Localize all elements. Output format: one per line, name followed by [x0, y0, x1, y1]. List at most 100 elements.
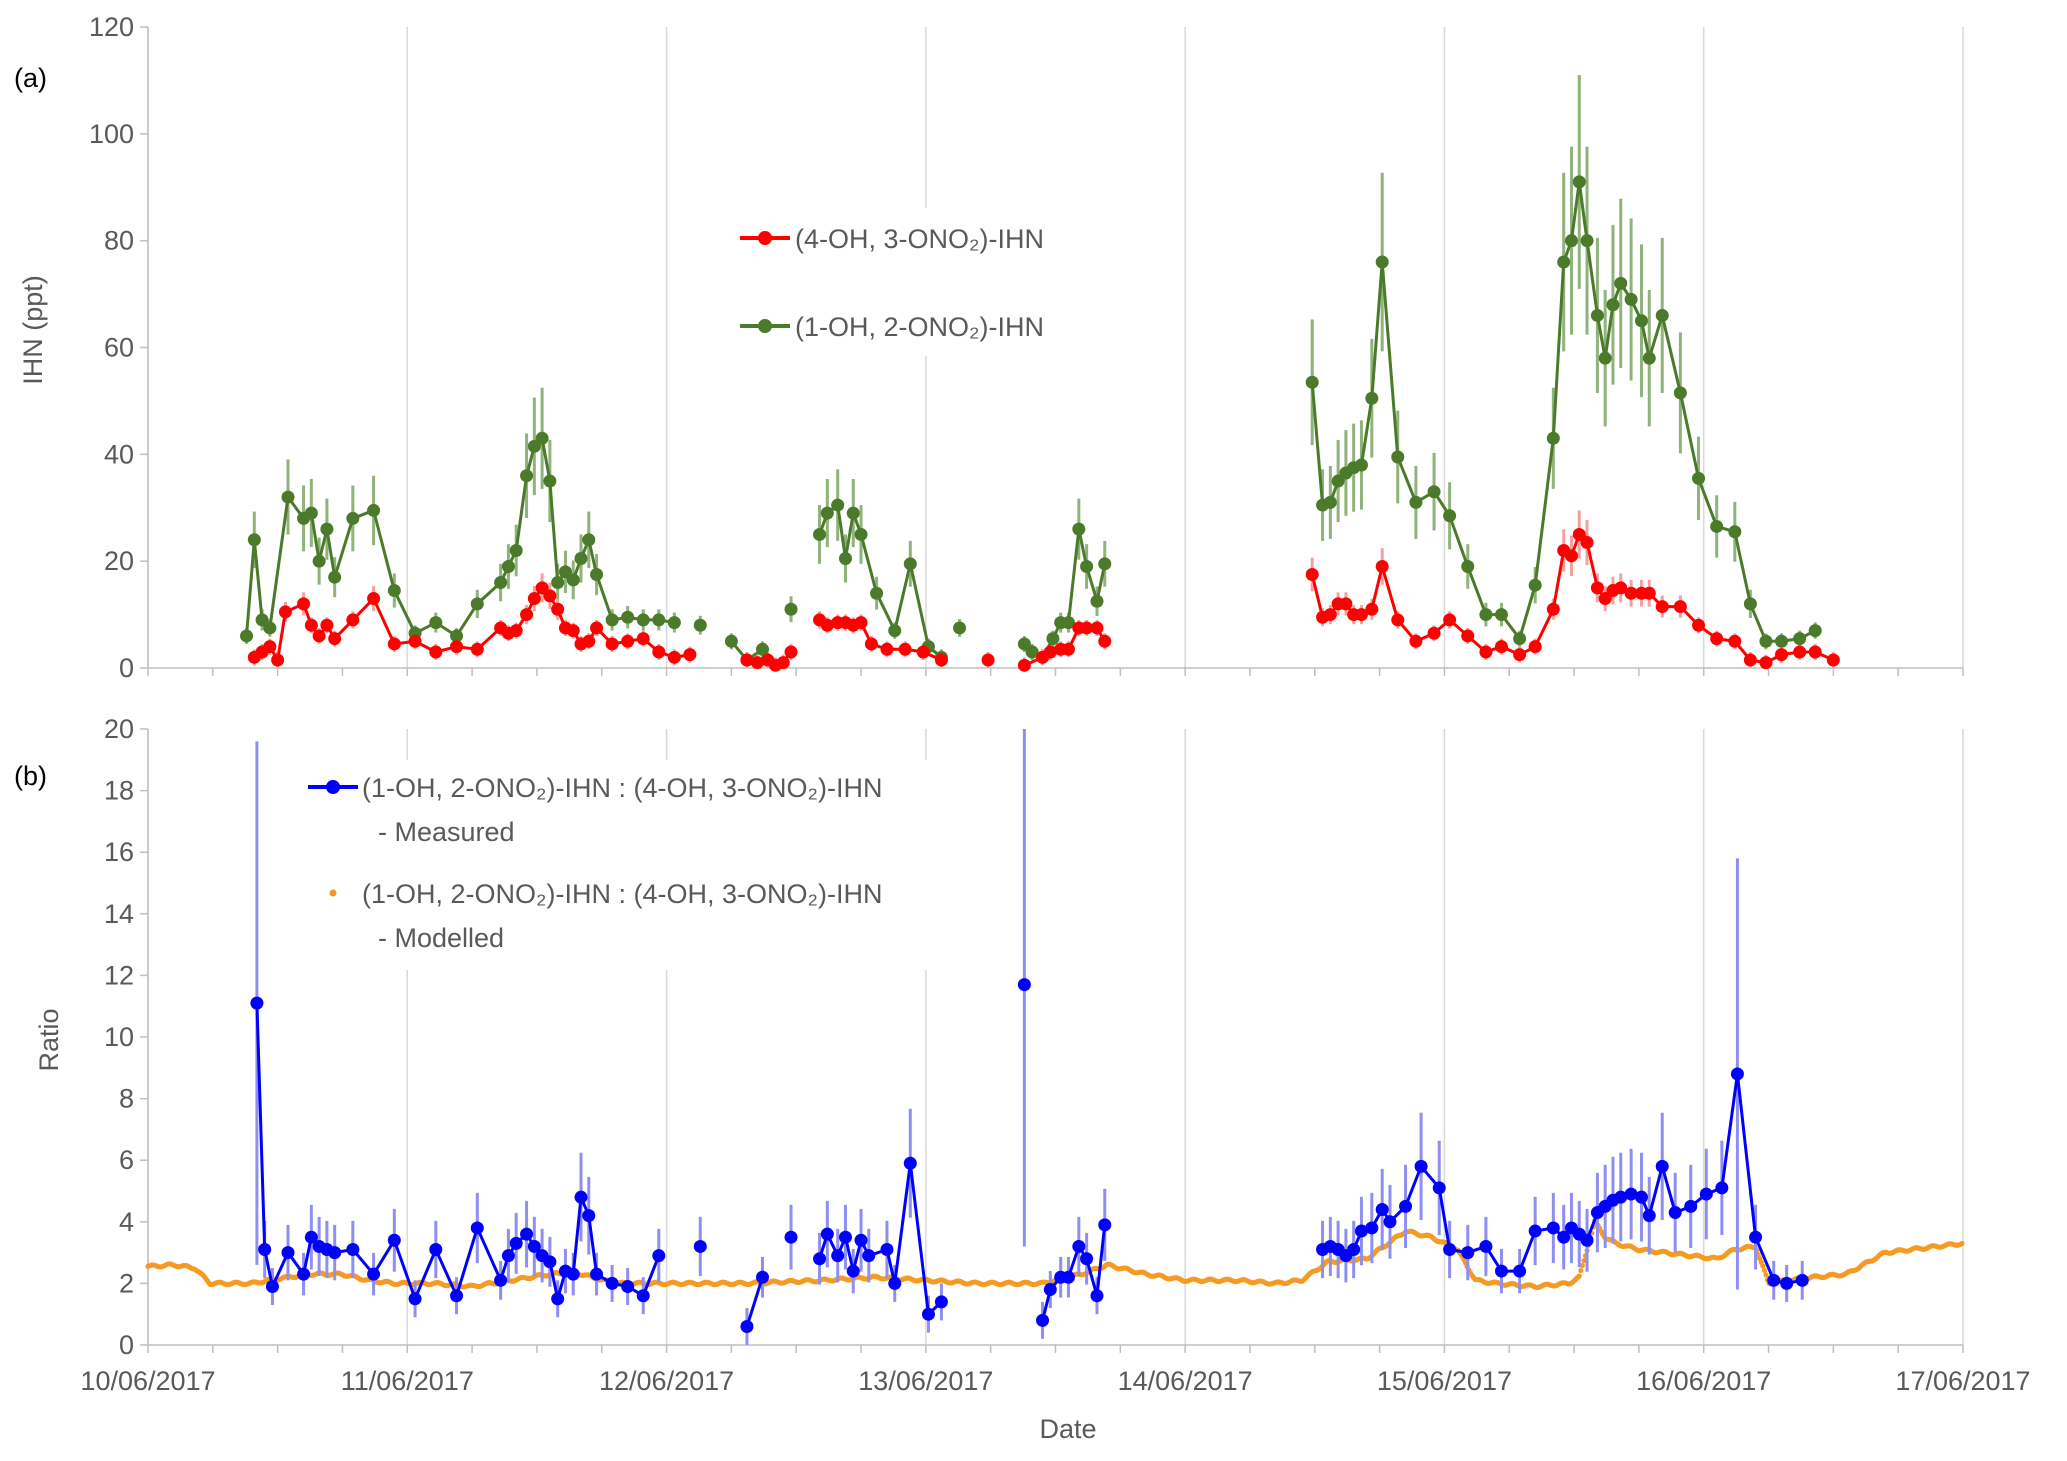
blue-data-point — [281, 1246, 295, 1260]
blue-data-point — [921, 1307, 935, 1321]
green-data-point — [1375, 255, 1389, 269]
green-data-point — [1808, 624, 1822, 638]
green-data-point — [387, 584, 401, 598]
legend-measured-label-line2: - Measured — [378, 817, 515, 847]
green-data-point — [1743, 597, 1757, 611]
red-data-point — [367, 592, 381, 606]
red-data-point — [1642, 586, 1656, 600]
blue-data-point — [328, 1246, 342, 1260]
green-data-point — [813, 527, 827, 541]
blue-data-point — [1432, 1181, 1446, 1195]
blue-data-point — [1715, 1181, 1729, 1195]
x-axis-label: Date — [1039, 1414, 1096, 1444]
blue-data-point — [854, 1233, 868, 1247]
blue-data-point — [1655, 1159, 1669, 1173]
red-data-point — [470, 642, 484, 656]
green-data-point — [1793, 632, 1807, 646]
red-data-point — [1365, 602, 1379, 616]
red-data-point — [1017, 658, 1031, 672]
blue-data-point — [1347, 1243, 1361, 1257]
blue-data-point — [1699, 1187, 1713, 1201]
green-data-point — [450, 629, 464, 643]
green-data-point — [1572, 175, 1586, 189]
panel-b-chart: 0 2 4 6 8 10 12 14 16 18 20 (b) Ratio (1-OH, 2-ONO… — [14, 714, 1965, 1360]
red-data-point — [551, 602, 565, 616]
red-data-point — [328, 632, 342, 646]
red-data-point — [784, 645, 798, 659]
blue-data-point — [636, 1289, 650, 1303]
blue-data-point — [1730, 1067, 1744, 1081]
blue-data-point — [346, 1243, 360, 1257]
green-data-point — [281, 490, 295, 504]
blue-data-point — [1375, 1202, 1389, 1216]
blue-data-point — [520, 1227, 534, 1241]
green-data-point — [263, 621, 277, 635]
red-data-point — [1090, 621, 1104, 635]
green-data-point — [831, 498, 845, 512]
red-data-point — [864, 637, 878, 651]
blue-data-point — [387, 1233, 401, 1247]
red-data-point — [1564, 549, 1578, 563]
red-data-point — [880, 642, 894, 656]
green-data-point — [429, 616, 443, 630]
red-data-point — [1528, 640, 1542, 654]
red-data-point — [304, 618, 318, 632]
green-data-point — [1759, 634, 1773, 648]
blue-data-point — [527, 1239, 541, 1253]
red-data-point — [1546, 602, 1560, 616]
blue-data-point — [813, 1252, 827, 1266]
blue-data-point — [566, 1267, 580, 1281]
blue-data-point — [880, 1243, 894, 1257]
green-data-point — [367, 503, 381, 517]
x-tick-label: 16/06/2017 — [1636, 1366, 1771, 1396]
green-data-point — [247, 533, 261, 547]
green-data-point — [1331, 474, 1345, 488]
blue-series-line — [255, 1003, 661, 1303]
green-data-point — [605, 613, 619, 627]
modelled-data-point — [1760, 1263, 1766, 1269]
green-data-point — [590, 568, 604, 582]
red-data-point — [1098, 634, 1112, 648]
blue-data-point — [846, 1264, 860, 1278]
x-tick-label: 11/06/2017 — [341, 1366, 474, 1396]
blue-data-point — [903, 1156, 917, 1170]
green-data-point — [1072, 522, 1086, 536]
legend-background — [295, 760, 985, 970]
green-data-point — [1598, 351, 1612, 365]
panel-b-y-tick-label: 6 — [119, 1145, 134, 1175]
legend-red-label: (4-OH, 3-ONO₂)-IHN — [795, 224, 1044, 254]
panel-b-y-tick-label: 20 — [104, 714, 134, 744]
red-data-point — [590, 621, 604, 635]
legend-measured-label-line1: (1-OH, 2-ONO₂)-IHN : (4-OH, 3-ONO₂)-IHN — [362, 773, 882, 803]
green-data-point — [1305, 375, 1319, 389]
red-data-point — [1655, 600, 1669, 614]
blue-data-point — [1546, 1221, 1560, 1235]
blue-data-point — [1780, 1276, 1794, 1290]
red-data-point — [278, 605, 292, 619]
red-data-point — [1673, 600, 1687, 614]
blue-data-point — [367, 1267, 381, 1281]
red-data-point — [1391, 613, 1405, 627]
panel-a-chart: 0 20 40 60 80 100 120 (a) IHN (ppt) (4-OH, 3-O… — [14, 12, 1964, 683]
red-data-point — [981, 653, 995, 667]
panel-b-y-tick-label: 0 — [119, 1330, 134, 1360]
green-data-point — [1080, 560, 1094, 574]
green-data-point — [582, 533, 596, 547]
red-data-point — [605, 637, 619, 651]
red-data-point — [1590, 581, 1604, 595]
modelled-data-point — [1576, 1273, 1582, 1279]
red-data-point — [1513, 648, 1527, 662]
blue-data-point — [1090, 1289, 1104, 1303]
red-data-point — [1808, 645, 1822, 659]
blue-data-point — [888, 1276, 902, 1290]
panel-a-y-tick-label: 20 — [104, 546, 134, 576]
red-data-point — [346, 613, 360, 627]
green-series-line — [1023, 528, 1107, 660]
legend-blue-marker — [326, 780, 340, 794]
red-data-point — [1061, 642, 1075, 656]
blue-data-point — [1354, 1224, 1368, 1238]
green-data-point — [520, 469, 534, 483]
green-data-point — [888, 624, 902, 638]
red-data-point — [312, 629, 326, 643]
